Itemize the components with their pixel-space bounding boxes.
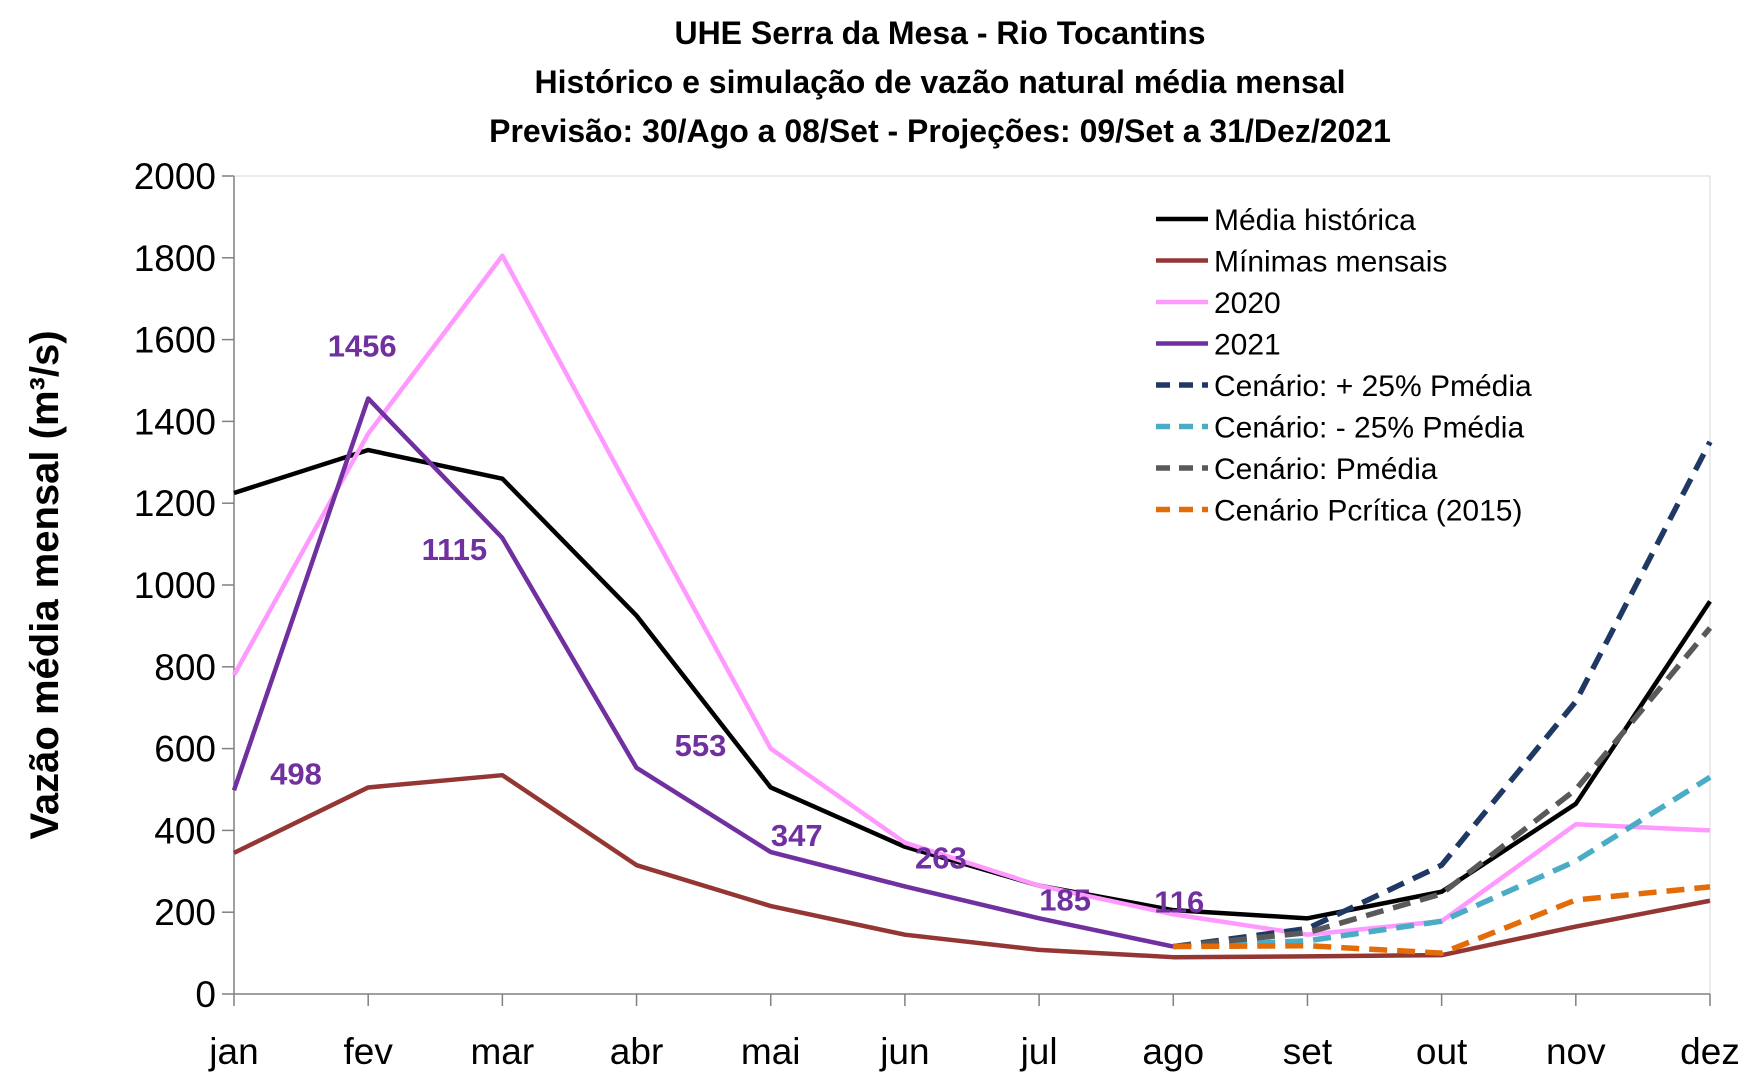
series-line-3 [234,398,1173,946]
x-tick-label-set: set [1283,1031,1333,1072]
data-label-jul: 185 [1039,882,1091,917]
data-label-mar: 1115 [422,532,488,567]
y-tick-label: 400 [154,810,216,851]
data-label-mai: 347 [771,818,823,853]
legend-label-4: Cenário: + 25% Pmédia [1214,370,1532,403]
legend-label-5: Cenário: - 25% Pmédia [1214,412,1524,445]
y-tick-label: 1600 [134,320,216,361]
y-tick-label: 800 [154,647,216,688]
x-tick-label-mai: mai [741,1031,801,1072]
title-line-2: Histórico e simulação de vazão natural m… [535,64,1346,100]
title-line-3: Previsão: 30/Ago a 08/Set - Projeções: 0… [489,113,1391,149]
y-axis-title: Vazão média mensal (m³/s) [23,330,67,839]
legend-label-2: 2020 [1214,287,1281,320]
data-label-abr: 553 [675,728,727,763]
y-tick-label: 1000 [134,565,216,606]
y-tick-label: 1400 [134,401,216,442]
legend-label-0: Média histórica [1214,204,1416,237]
x-tick-label-ago: ago [1142,1031,1204,1072]
data-label-ago: 116 [1154,885,1204,920]
y-tick-label: 600 [154,729,216,770]
x-tick-label-jul: jul [1020,1031,1058,1072]
x-tick-label-dez: dez [1680,1031,1740,1072]
series-line-6 [1173,628,1710,947]
x-tick-label-nov: nov [1546,1031,1606,1072]
data-label-jun: 263 [915,840,967,875]
legend-label-1: Mínimas mensais [1214,246,1447,279]
x-tick-label-out: out [1416,1031,1468,1072]
title-line-1: UHE Serra da Mesa - Rio Tocantins [674,15,1205,51]
y-tick-label: 0 [195,974,216,1015]
x-tick-label-mar: mar [470,1031,534,1072]
y-tick-label: 2000 [134,156,216,197]
y-tick-label: 200 [154,892,216,933]
series-lines [234,256,1710,958]
legend: Média histórica Mínimas mensais 2020 2021 Ce… [1156,204,1532,528]
chart-title: UHE Serra da Mesa - Rio Tocantins Históri… [489,15,1391,149]
legend-label-3: 2021 [1214,329,1281,362]
legend-label-6: Cenário: Pmédia [1214,453,1438,486]
legend-label-7: Cenário Pcrítica (2015) [1214,495,1522,528]
series-line-2 [234,256,1710,935]
x-tick-label-fev: fev [344,1031,394,1072]
plot-area-border [234,176,1710,994]
x-tick-label-abr: abr [610,1031,663,1072]
y-tick-label: 1800 [134,238,216,279]
data-label-fev: 1456 [328,328,397,363]
x-tick-label-jun: jun [879,1031,929,1072]
data-label-jan: 498 [270,756,322,791]
y-tick-label: 1200 [134,483,216,524]
x-tick-label-jan: jan [208,1031,258,1072]
